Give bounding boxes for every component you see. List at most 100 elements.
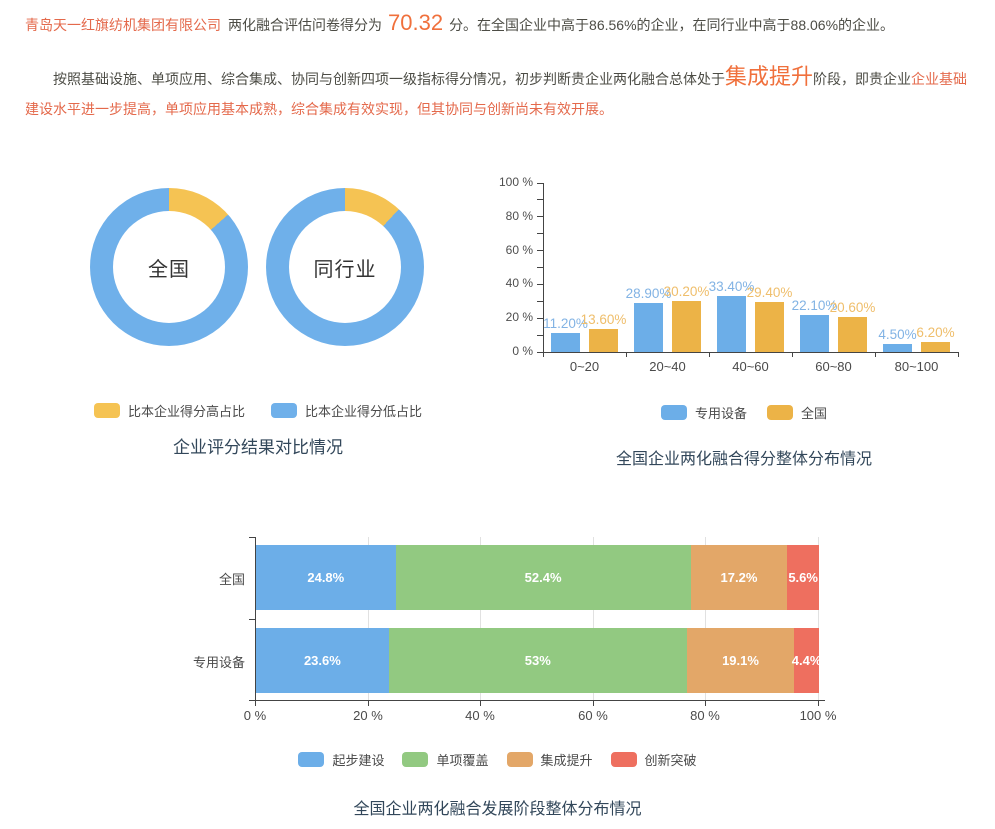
legend-label: 比本企业得分高占比 — [127, 404, 245, 419]
y-axis-tick — [537, 267, 543, 268]
stacked-bar-row: 24.8% 52.4% 17.2% 5.6% — [256, 545, 819, 610]
y-axis-label: 0 % — [512, 344, 533, 358]
overall-score-value: 70.32 — [388, 10, 444, 35]
segment-value-label: 23.6% — [303, 653, 341, 668]
bar-segment: 4.4% — [792, 628, 821, 693]
bar-segment: 23.6% — [256, 628, 389, 693]
y-axis-tick — [537, 233, 543, 235]
stage-summary-paragraph: 按照基础设施、单项应用、综合集成、协同与创新四项一级指标得分情况，初步判断贵企业… — [25, 62, 980, 124]
donut-industry: 同行业 — [266, 188, 424, 346]
segment-value-label: 24.8% — [307, 570, 345, 585]
x-axis-line — [255, 700, 825, 701]
stage-intro-text: 按照基础设施、单项应用、综合集成、协同与创新四项一级指标得分情况，初步判断贵企业… — [53, 71, 725, 87]
stage-mid-text: 阶段，即贵企业 — [813, 71, 912, 87]
x-axis-tick — [792, 352, 793, 357]
x-axis-category-label: 40~60 — [732, 359, 769, 374]
legend-item[interactable]: 比本企业得分高占比 — [93, 401, 245, 420]
bar-value-label: 4.50% — [878, 327, 917, 343]
stacked-bar-row: 23.6% 53% 19.1% 4.4% — [256, 628, 821, 693]
legend-label: 全国 — [801, 406, 828, 421]
bar — [672, 301, 701, 352]
y-axis-label: 20 % — [505, 310, 533, 325]
x-axis-tick — [480, 701, 481, 706]
bar-value-label: 13.60% — [580, 312, 627, 327]
bar — [921, 341, 950, 352]
donut-national: 全国 — [90, 188, 248, 346]
legend-item[interactable]: 单项覆盖 — [402, 750, 489, 769]
x-axis-label: 60 % — [578, 708, 608, 723]
y-axis-tick — [537, 250, 543, 252]
legend-item[interactable]: 专用设备 — [660, 403, 747, 422]
stage-name: 集成提升 — [725, 64, 814, 89]
gridline — [480, 537, 481, 700]
bar-value-label: 11.20% — [543, 316, 588, 332]
legend-label: 比本企业得分低占比 — [305, 404, 423, 419]
y-axis-line — [255, 537, 256, 701]
x-axis-label: 40 % — [465, 708, 495, 723]
score-distribution-bar-chart: 11.20% 28.90% 33.40% 22.10% 4.50% 13.60% 30.20… — [493, 175, 995, 475]
legend-swatch — [660, 405, 687, 420]
bar — [589, 329, 618, 352]
x-axis-label: 100 % — [799, 708, 837, 723]
y-axis-tick — [537, 283, 543, 285]
legend-item[interactable]: 集成提升 — [506, 750, 593, 769]
legend-swatch — [271, 403, 297, 418]
y-axis-label: 40 % — [505, 276, 533, 291]
bar-segment: 53% — [388, 628, 687, 693]
y-axis-label: 60 % — [505, 242, 533, 257]
y-axis-tick — [249, 700, 255, 701]
legend-label: 创新突破 — [644, 753, 697, 768]
stage-chart-legend: 起步建设 单项覆盖 集成提升 创新突破 — [0, 750, 995, 769]
bar-value-label: 22.10% — [791, 297, 838, 313]
segment-value-label: 53% — [524, 653, 551, 668]
stage-chart-title: 全国企业两化融合发展阶段整体分布情况 — [353, 801, 642, 818]
donut-national-hole: 全国 — [113, 211, 225, 323]
bar — [800, 314, 829, 352]
bar-segment: 5.6% — [787, 545, 819, 610]
legend-item[interactable]: 比本企业得分低占比 — [271, 401, 422, 420]
gridline — [818, 537, 819, 700]
legend-swatch — [93, 403, 120, 418]
x-axis-tick — [593, 701, 594, 706]
gridline — [593, 537, 594, 700]
bar-segment: 52.4% — [395, 545, 691, 610]
x-axis-tick — [543, 352, 544, 357]
x-axis-tick — [626, 352, 627, 357]
x-axis-label: 80 % — [690, 708, 720, 723]
y-axis-tick — [537, 334, 543, 336]
bar-segment: 17.2% — [690, 545, 788, 610]
legend-swatch — [610, 752, 637, 767]
score-detail-text: 分。在全国企业中高于86.56%的企业，在同行业中高于88.06%的企业。 — [449, 17, 895, 33]
bar-value-label: 28.90% — [625, 286, 672, 302]
bar-value-label: 30.20% — [663, 284, 710, 299]
bar-value-label: 29.40% — [746, 285, 793, 301]
donut-chart-title: 企业评分结果对比情况 — [173, 438, 343, 457]
y-axis-tick — [537, 182, 543, 184]
legend-label: 起步建设 — [332, 753, 385, 768]
legend-swatch — [298, 752, 325, 767]
x-axis-category-label: 80~100 — [894, 359, 939, 374]
x-axis-category-label: 0~20 — [569, 359, 600, 374]
donut-chart-legend: 比本企业得分高占比 比本企业得分低占比 — [88, 401, 428, 420]
y-axis-label: 100 % — [498, 175, 533, 189]
legend-label: 专用设备 — [694, 406, 747, 421]
x-axis-label: 20 % — [353, 708, 383, 723]
legend-item[interactable]: 起步建设 — [298, 750, 384, 769]
x-axis-category-label: 60~80 — [815, 359, 852, 374]
donut-national-label: 全国 — [148, 258, 190, 281]
bar-value-label: 20.60% — [829, 300, 876, 316]
x-axis-tick — [705, 701, 706, 706]
legend-item[interactable]: 创新突破 — [610, 750, 697, 769]
legend-swatch — [402, 752, 429, 767]
x-axis-tick — [875, 352, 876, 357]
stage-description: 企业基础建设水平进一步提高，单项应用基本成熟，综合集成有效实现，但其协同与创新尚… — [25, 71, 968, 117]
x-axis-category-label: 20~40 — [649, 359, 686, 374]
x-axis-tick — [368, 701, 369, 706]
y-axis-tick — [537, 216, 543, 218]
bar-value-label: 6.20% — [916, 324, 955, 340]
legend-item[interactable]: 全国 — [767, 403, 827, 422]
x-axis-tick — [958, 352, 959, 357]
x-axis-tick — [818, 701, 819, 706]
x-axis-tick — [255, 701, 256, 706]
